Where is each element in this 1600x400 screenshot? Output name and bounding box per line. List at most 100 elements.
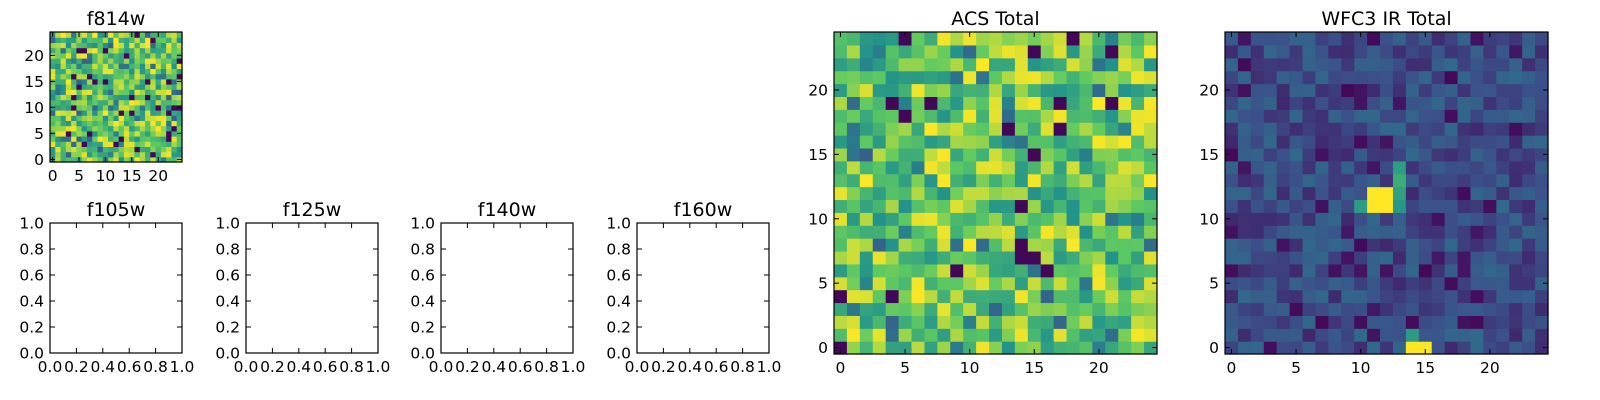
heatmap-cell [81, 99, 88, 106]
heatmap-cell [134, 125, 141, 132]
heatmap-cell [872, 109, 887, 123]
heatmap-cell [1040, 250, 1055, 265]
heatmap-cell [911, 83, 926, 97]
heatmap-cell [1328, 147, 1342, 162]
heatmap-cell [50, 84, 56, 90]
heatmap-cell [1079, 276, 1093, 291]
heatmap-cell [1392, 212, 1407, 226]
heatmap-cell [1289, 147, 1304, 162]
heatmap-cell [1131, 160, 1145, 175]
heatmap-cell [102, 136, 109, 142]
heatmap-cell [1483, 328, 1497, 342]
heatmap-cell [55, 141, 62, 147]
heatmap-cell [924, 315, 938, 329]
heatmap-cell [150, 156, 157, 163]
heatmap-cell [1392, 225, 1407, 239]
heatmap-cell [129, 104, 136, 111]
heatmap-cell [65, 130, 72, 137]
heatmap-cell [1444, 225, 1459, 239]
heatmap-cell [92, 94, 99, 101]
heatmap-cell [1237, 186, 1252, 201]
heatmap-cell [1470, 225, 1484, 239]
heatmap-cell [1328, 315, 1342, 329]
heatmap-cell [1380, 109, 1394, 123]
heatmap-cell [1014, 147, 1029, 162]
heatmap-cell [1014, 109, 1029, 123]
heatmap-cell [155, 37, 162, 43]
heatmap-cell [60, 136, 67, 142]
heatmap-cell [1118, 276, 1132, 291]
heatmap-cell [1250, 250, 1265, 265]
heatmap-cell [1341, 276, 1355, 291]
heatmap-cell [950, 147, 964, 162]
heatmap-cell [911, 147, 926, 162]
heatmap-cell [1014, 212, 1029, 226]
heatmap-cell [108, 94, 114, 101]
heatmap-cell [65, 47, 72, 54]
x-tick-label: 1.0 [757, 358, 782, 376]
heatmap-cell [924, 57, 938, 72]
heatmap-cell [166, 104, 173, 111]
heatmap-cell [1380, 341, 1394, 355]
heatmap-cell [976, 32, 990, 46]
heatmap-cell [1470, 83, 1484, 97]
heatmap-cell [1315, 276, 1329, 291]
heatmap-cell [92, 115, 99, 121]
heatmap-cell [1027, 135, 1042, 149]
x-tick-label: 0.4 [90, 358, 115, 376]
heatmap-cell [976, 263, 990, 278]
heatmap-cell [118, 84, 125, 90]
heatmap-cell [1144, 225, 1158, 239]
heatmap-cell [1315, 32, 1329, 46]
heatmap-cell [55, 32, 62, 38]
heatmap-cell [139, 32, 146, 38]
heatmap-cell [97, 52, 104, 59]
heatmap-cell [1354, 122, 1368, 136]
heatmap-cell [155, 84, 162, 90]
heatmap-cell [1040, 276, 1055, 291]
heatmap-cell [86, 156, 93, 163]
heatmap-cell [65, 146, 72, 153]
heatmap-cell [1418, 186, 1433, 201]
x-tick-label: 0 [1227, 359, 1237, 377]
heatmap-cell [1001, 250, 1016, 265]
heatmap-cell [1418, 70, 1433, 85]
heatmap-cell [1405, 173, 1420, 188]
heatmap-cell [1341, 109, 1355, 123]
heatmap-cell [1431, 315, 1446, 329]
heatmap-cell [1392, 250, 1407, 265]
heatmap-cell [1380, 57, 1394, 72]
heatmap-cell [1496, 263, 1510, 278]
heatmap-cell [1066, 173, 1081, 188]
heatmap-cell [92, 89, 99, 95]
heatmap-cell [1079, 147, 1093, 162]
heatmap-cell [50, 42, 56, 49]
heatmap-cell [145, 151, 151, 158]
x-tick-label: 0.4 [286, 358, 311, 376]
heatmap-cell [76, 84, 83, 90]
heatmap-cell [55, 94, 62, 101]
heatmap-cell [1341, 135, 1355, 149]
heatmap-cell [976, 173, 990, 188]
heatmap-cell [134, 58, 141, 64]
y-tick-label: 1.0 [606, 215, 631, 233]
heatmap-cell [1014, 186, 1029, 201]
heatmap-cell [1040, 96, 1055, 110]
heatmap-cell [1040, 341, 1055, 355]
heatmap-cell [1380, 250, 1394, 265]
heatmap-cell [963, 160, 977, 175]
heatmap-cell [1392, 289, 1407, 304]
heatmap-cell [989, 341, 1003, 355]
heatmap-cell [55, 115, 62, 121]
heatmap-cell [65, 104, 72, 111]
heatmap-cell [97, 141, 104, 147]
heatmap-cell [1522, 289, 1536, 304]
heatmap-cell [1302, 250, 1317, 265]
heatmap-cell [1380, 122, 1394, 136]
heatmap-cell [1522, 135, 1536, 149]
heatmap-cell [1144, 160, 1158, 175]
heatmap-cell [92, 73, 99, 80]
heatmap-cell [171, 141, 178, 147]
heatmap-cell [1001, 109, 1016, 123]
heatmap-cell [155, 89, 162, 95]
